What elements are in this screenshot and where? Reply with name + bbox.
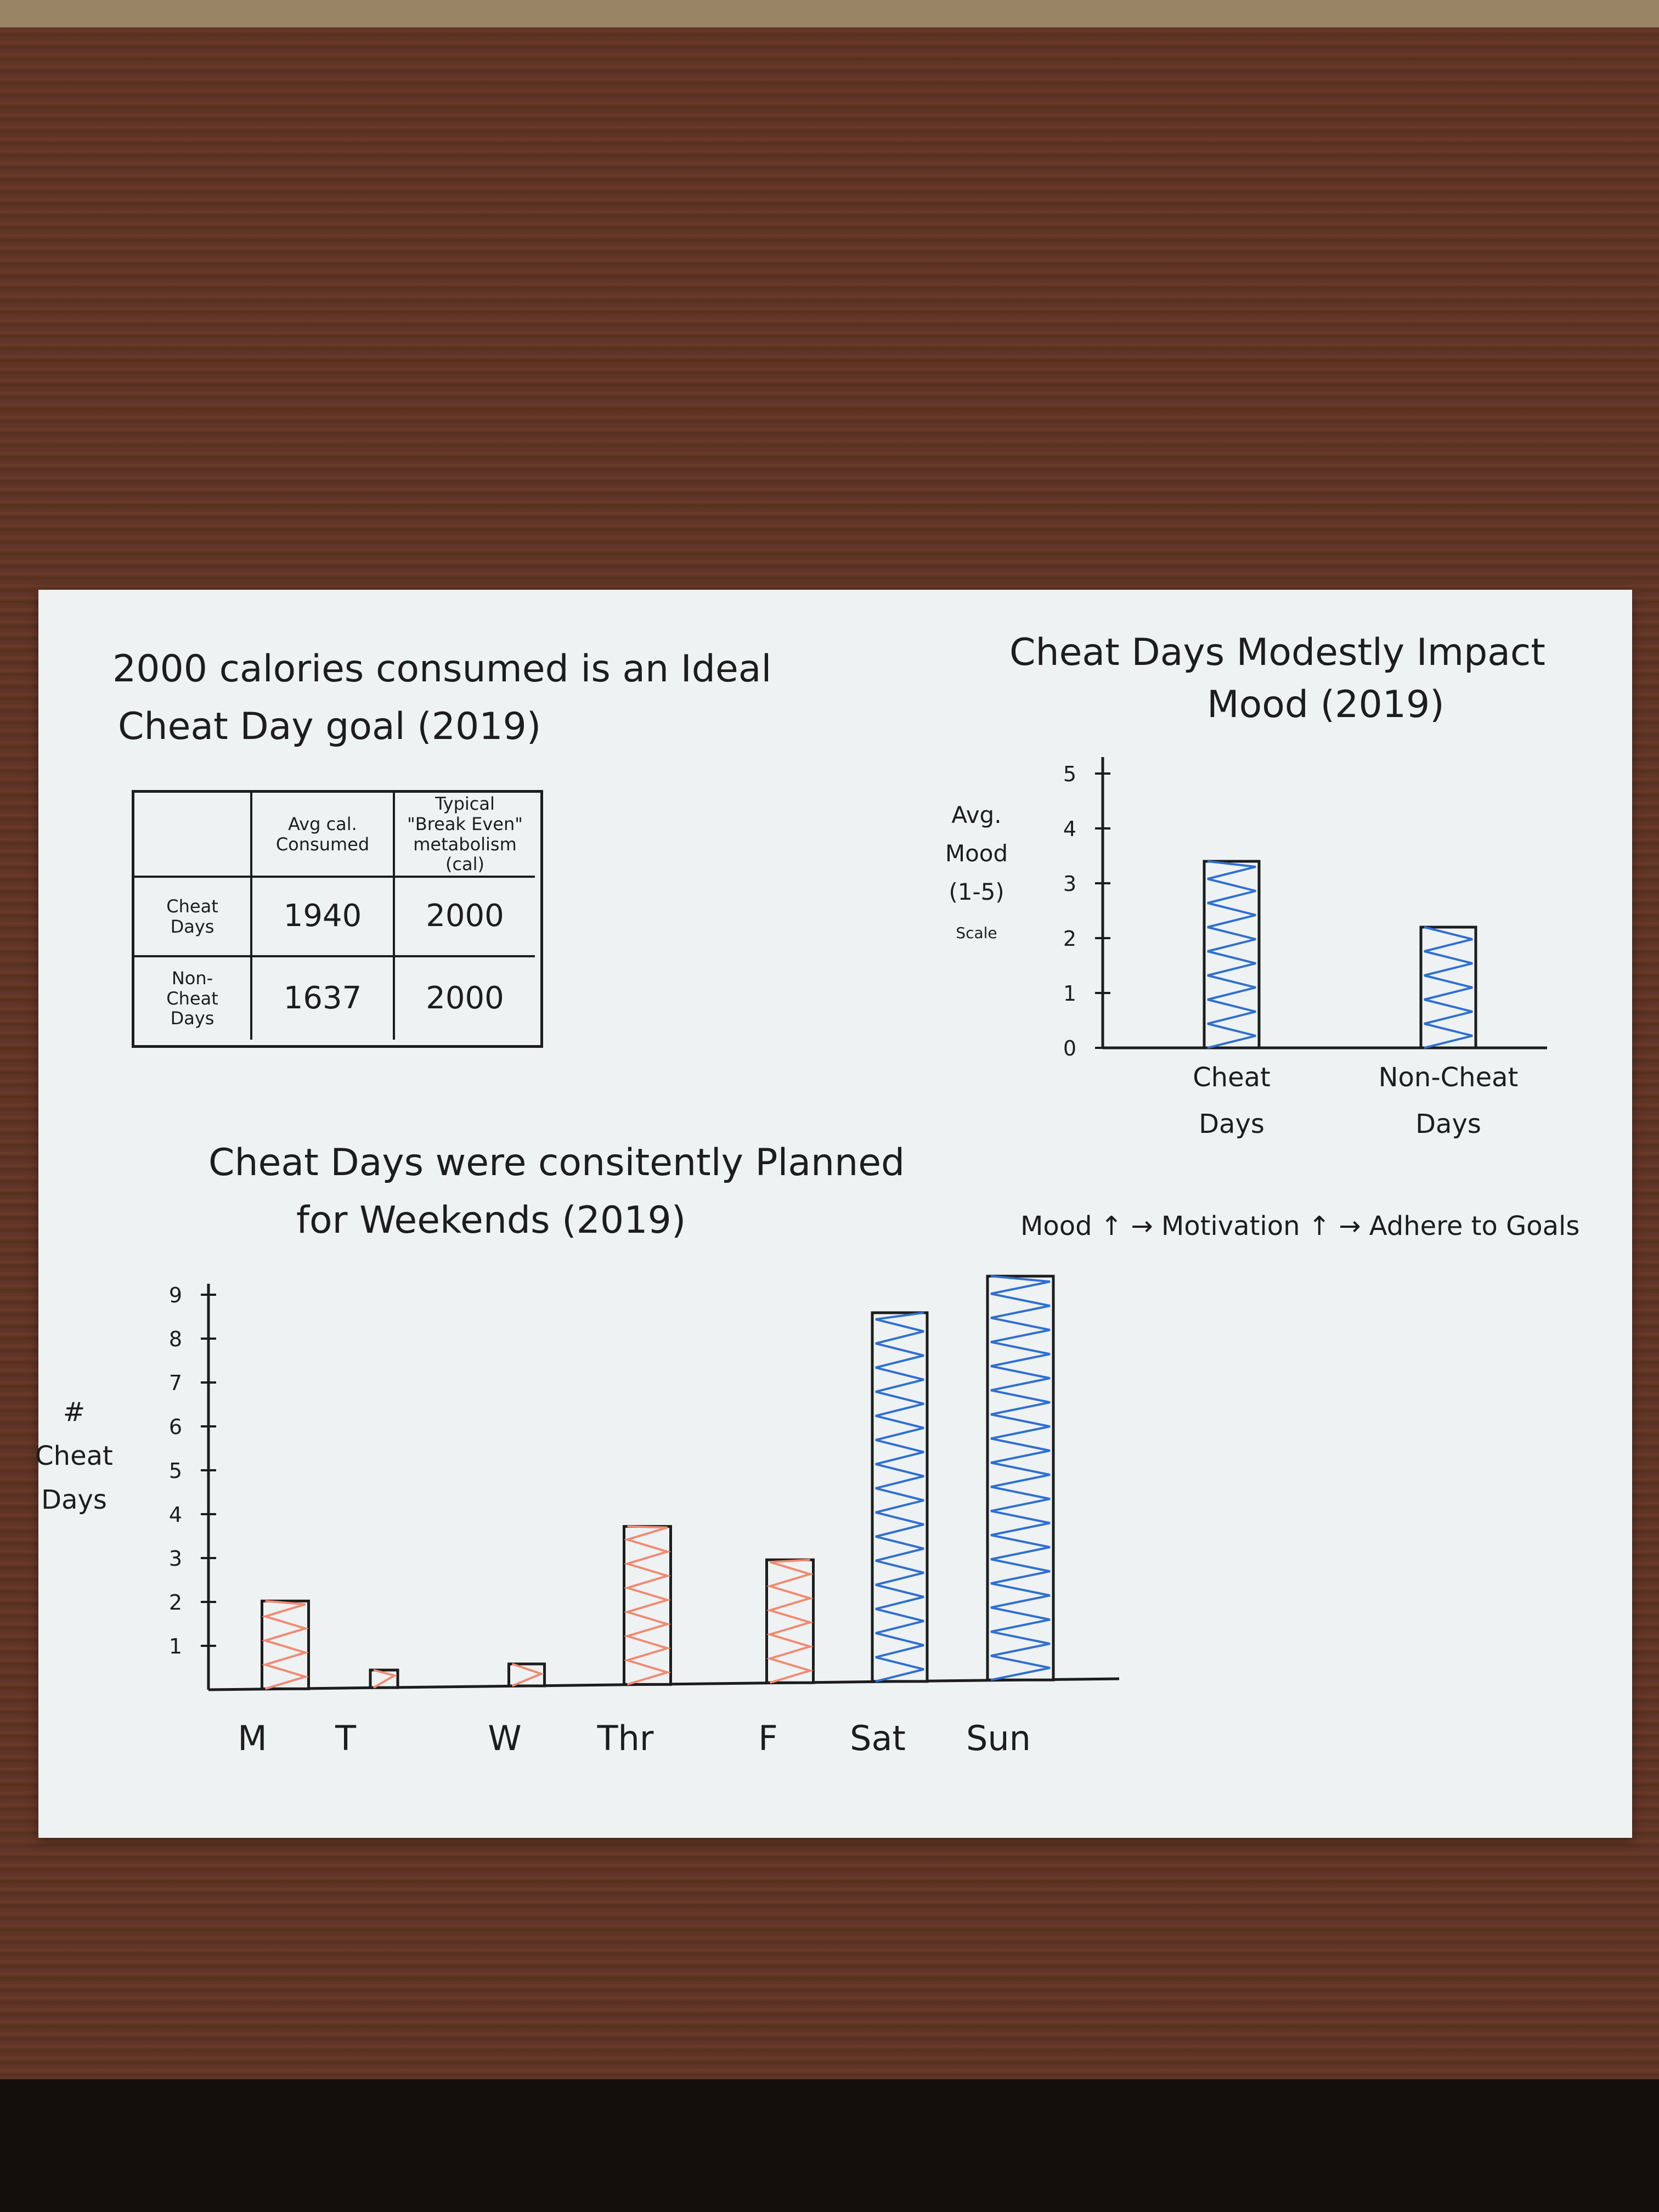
week-x-tick-label: W <box>488 1718 521 1758</box>
table-title-line2: Cheat Day goal (2019) <box>118 705 541 748</box>
weekday-chart-title-line1: Cheat Days were consitently Planned <box>208 1141 905 1184</box>
mood-y-tick-label: 0 <box>1063 1036 1076 1060</box>
mood-x-tick-label: Days <box>1415 1109 1481 1139</box>
week-x-tick-label: M <box>238 1718 267 1758</box>
week-x-tick-label: F <box>758 1718 778 1758</box>
table-cell-cheat-typical: 2000 <box>395 878 535 957</box>
table-title-line1: 2000 calories consumed is an Ideal <box>112 647 772 691</box>
weekday-chart: 1 2 3 4 5 6 7 8 9 # Cheat Days M T W Thr F Sat Sun <box>35 1274 1120 1758</box>
mood-chart: 0 1 2 3 4 5 Avg. Mood (1-5) Scale Cheat Days Non-Che… <box>945 757 1547 1139</box>
mood-bar-hatch <box>1207 860 1256 1049</box>
week-x-tick-label: Sun <box>966 1718 1031 1758</box>
week-y-tick-label: 4 <box>169 1503 182 1527</box>
mood-chart-title-line2: Mood (2019) <box>1207 683 1444 726</box>
motivation-note: Mood ↑ → Motivation ↑ → Adhere to Goals <box>1020 1211 1580 1242</box>
week-bar-hatch <box>766 1559 814 1684</box>
week-y-tick-label: 1 <box>169 1634 182 1658</box>
week-x-tick-label: T <box>335 1718 357 1758</box>
week-y-axis-label: Days <box>41 1485 107 1515</box>
week-bar-hatch <box>623 1525 672 1686</box>
week-y-tick-label: 8 <box>169 1327 182 1351</box>
week-bar-hatch <box>261 1600 309 1690</box>
table-header-corner <box>134 793 252 878</box>
mood-bar-hatch <box>1424 926 1473 1049</box>
table-header-avg: Avg cal. Consumed <box>252 793 395 878</box>
week-y-tick-label: 3 <box>169 1547 182 1571</box>
week-x-tick-label: Thr <box>597 1718 654 1758</box>
week-bar-hatch <box>875 1311 924 1683</box>
week-y-tick-label: 5 <box>169 1459 182 1483</box>
week-bar-hatch <box>373 1669 398 1689</box>
week-y-axis-label: # <box>63 1397 85 1427</box>
week-y-axis-label: Cheat <box>35 1441 113 1471</box>
week-y-tick-label: 9 <box>169 1283 182 1307</box>
mood-chart-title-line1: Cheat Days Modestly Impact <box>1009 631 1545 674</box>
mood-y-tick-label: 4 <box>1063 817 1076 841</box>
mood-y-tick-label: 1 <box>1063 981 1076 1006</box>
week-y-tick-label: 7 <box>169 1371 182 1395</box>
mood-y-axis-label: Mood <box>945 840 1008 867</box>
mood-y-axis-label: Avg. <box>951 802 1001 828</box>
mood-y-axis-label: (1-5) <box>949 878 1004 905</box>
week-bar-hatch <box>511 1663 545 1687</box>
week-y-tick-label: 2 <box>169 1590 182 1615</box>
calorie-table: Avg cal. Consumed Typical "Break Even" m… <box>132 790 543 1048</box>
mood-y-tick-label: 3 <box>1063 872 1076 896</box>
table-header-typical: Typical "Break Even" metabolism (cal) <box>395 793 535 878</box>
mood-y-axis-label: Scale <box>956 924 997 942</box>
table-cell-cheat-avg: 1940 <box>252 878 395 957</box>
week-bar-hatch <box>990 1275 1051 1681</box>
mood-y-tick-label: 2 <box>1063 927 1076 951</box>
mood-x-tick-label: Non-Cheat <box>1379 1062 1519 1093</box>
table-row-label-cheat: Cheat Days <box>134 878 252 957</box>
week-x-tick-label: Sat <box>850 1718 906 1758</box>
table-cell-noncheat-avg: 1637 <box>252 957 395 1040</box>
table-row-label-noncheat: Non- Cheat Days <box>134 957 252 1040</box>
table-cell-noncheat-typical: 2000 <box>426 980 504 1016</box>
week-y-tick-label: 6 <box>169 1415 182 1439</box>
mood-y-tick-label: 5 <box>1063 762 1076 786</box>
floor-shadow <box>0 2079 1659 2212</box>
mood-x-tick-label: Days <box>1199 1109 1265 1139</box>
weekday-chart-title-line2: for Weekends (2019) <box>296 1199 686 1242</box>
mood-x-tick-label: Cheat <box>1193 1062 1271 1093</box>
mood-bar <box>1419 926 1477 1049</box>
